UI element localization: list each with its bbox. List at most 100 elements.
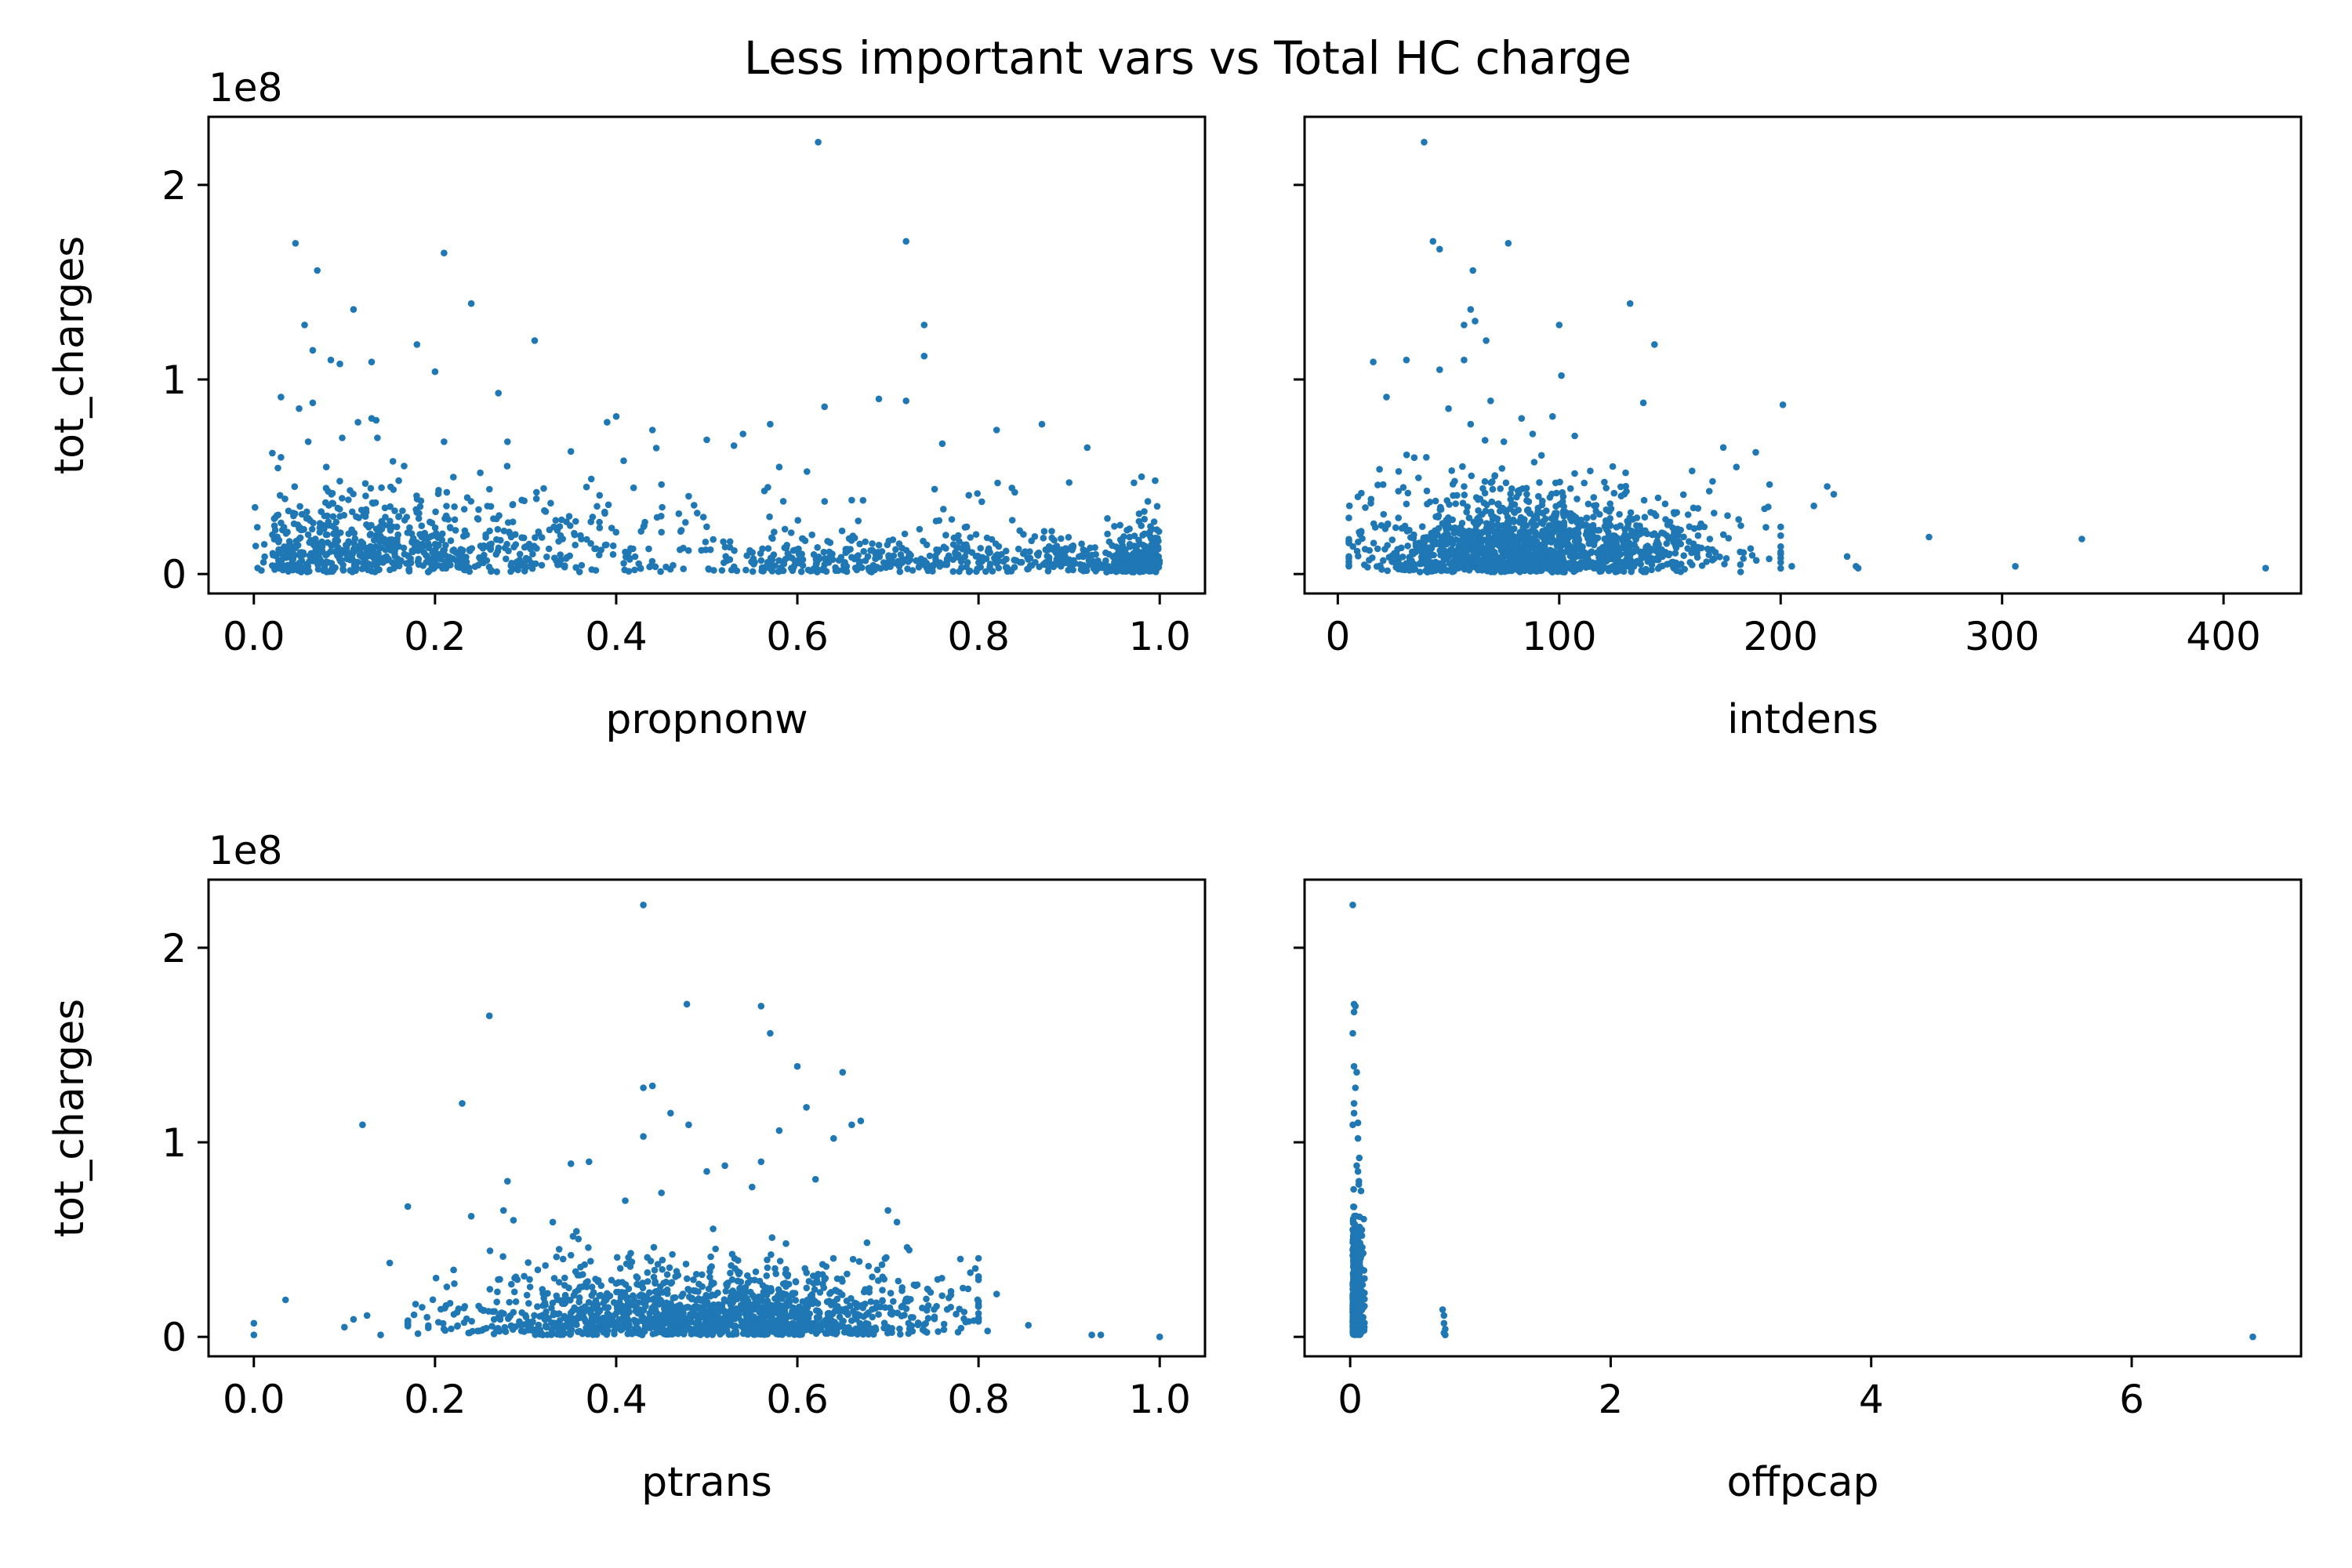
data-point — [1394, 546, 1401, 553]
data-point — [438, 536, 446, 544]
data-point — [862, 557, 869, 564]
data-point — [675, 510, 683, 517]
data-point — [931, 1315, 938, 1323]
data-point — [367, 543, 374, 550]
data-point — [1471, 557, 1478, 564]
data-point — [1530, 459, 1538, 466]
data-point — [847, 1302, 854, 1309]
data-point — [364, 547, 371, 555]
y-axis-label: tot_charges — [46, 999, 93, 1238]
data-point — [923, 1295, 930, 1303]
data-point — [1585, 534, 1593, 541]
data-point — [887, 1290, 895, 1297]
data-point — [376, 528, 383, 535]
data-point — [434, 1319, 442, 1326]
data-point — [1036, 563, 1043, 571]
data-point — [1122, 568, 1130, 575]
data-point — [358, 506, 365, 514]
data-point — [322, 463, 330, 470]
data-point — [1350, 1185, 1357, 1193]
data-point — [1711, 549, 1719, 556]
data-point — [815, 1323, 823, 1330]
data-point — [1138, 473, 1145, 481]
data-point — [1148, 535, 1155, 543]
data-point — [586, 1158, 593, 1166]
x-tick-label: 300 — [1965, 614, 2039, 659]
data-point — [658, 528, 665, 536]
data-point — [862, 538, 869, 546]
data-point — [539, 1302, 546, 1309]
data-point — [1098, 564, 1105, 572]
data-point — [482, 531, 489, 539]
data-point — [661, 1303, 669, 1310]
data-point — [1445, 405, 1452, 412]
data-point — [484, 503, 492, 510]
x-tick-label: 1.0 — [1128, 614, 1191, 659]
data-point — [573, 1228, 580, 1235]
data-point — [301, 321, 308, 328]
data-point — [1609, 463, 1617, 470]
data-point — [757, 1293, 764, 1301]
data-point — [339, 495, 346, 502]
data-point — [309, 399, 317, 407]
data-point — [532, 534, 539, 541]
data-point — [854, 1311, 862, 1318]
data-point — [382, 546, 390, 554]
data-point — [1703, 558, 1710, 565]
data-point — [631, 566, 638, 574]
data-point — [688, 1318, 695, 1326]
data-point — [961, 553, 969, 561]
x-axis-label: ptrans — [641, 1459, 772, 1506]
data-point — [512, 1273, 520, 1280]
data-point — [851, 555, 858, 563]
data-point — [1065, 534, 1073, 541]
data-point — [702, 539, 710, 546]
data-point — [547, 499, 554, 507]
data-point — [278, 454, 285, 461]
data-point — [1559, 539, 1566, 546]
data-point — [289, 566, 296, 574]
data-point — [2012, 563, 2019, 570]
data-point — [1626, 299, 1634, 307]
data-point — [1504, 564, 1512, 572]
data-point — [926, 552, 934, 560]
data-point — [1456, 530, 1463, 537]
data-point — [835, 567, 842, 574]
data-point — [1624, 517, 1631, 524]
data-point — [603, 541, 610, 549]
data-point — [574, 1306, 582, 1314]
data-point — [1628, 568, 1635, 575]
data-point — [1374, 481, 1381, 488]
data-point — [844, 1311, 851, 1319]
data-point — [648, 426, 656, 434]
data-point — [1097, 1331, 1105, 1338]
data-point — [1111, 564, 1118, 572]
x-tick-label: 0.6 — [766, 1377, 829, 1422]
data-point — [389, 523, 397, 531]
data-point — [916, 525, 924, 533]
data-point — [329, 513, 337, 521]
data-point — [1404, 543, 1411, 550]
data-point — [1481, 554, 1488, 561]
data-point — [414, 1330, 422, 1338]
data-point — [446, 524, 454, 531]
data-point — [811, 1298, 818, 1305]
data-point — [1620, 533, 1628, 541]
data-point — [1605, 567, 1613, 575]
data-point — [1138, 554, 1146, 561]
data-point — [893, 1218, 901, 1226]
data-point — [424, 543, 432, 550]
data-point — [559, 1255, 567, 1263]
data-point — [292, 543, 299, 550]
data-point — [1139, 542, 1147, 549]
data-point — [585, 1244, 592, 1251]
data-point — [792, 1278, 800, 1286]
data-point — [1553, 510, 1560, 517]
data-point — [851, 1299, 858, 1307]
data-point — [764, 1264, 771, 1272]
data-point — [310, 519, 317, 527]
data-point — [1119, 538, 1126, 545]
data-point — [1684, 545, 1691, 552]
data-point — [1087, 544, 1094, 552]
